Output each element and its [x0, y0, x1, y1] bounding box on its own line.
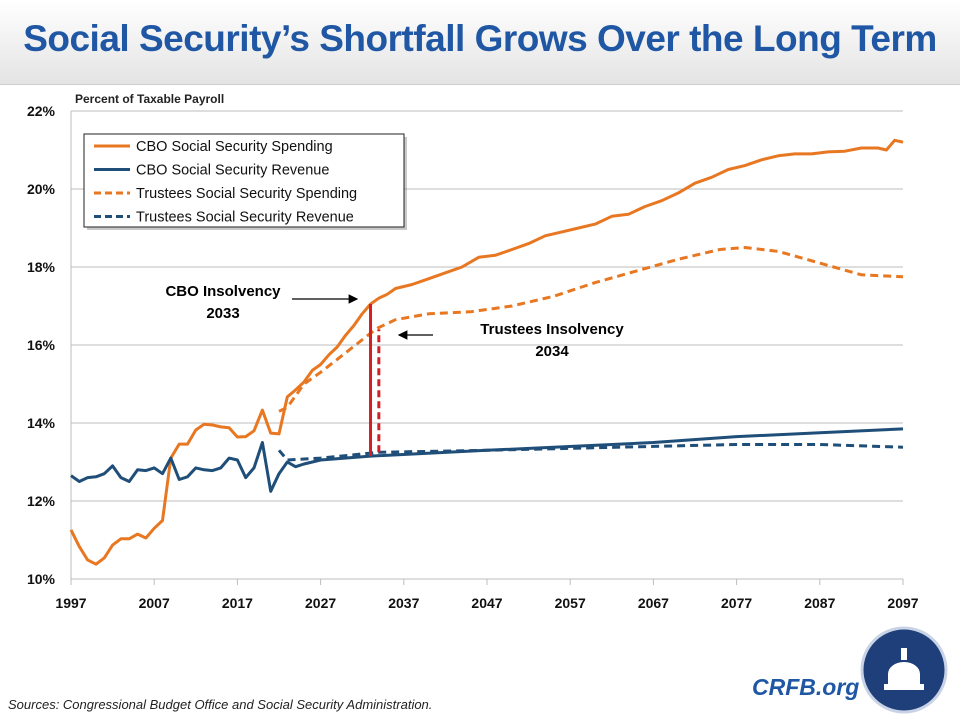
annotation-label: Trustees Insolvency	[480, 321, 624, 338]
series-line-1	[70, 427, 904, 493]
y-tick-label: 20%	[27, 181, 56, 197]
y-tick-label: 12%	[27, 493, 56, 509]
y-tick-label: 16%	[27, 337, 56, 353]
x-tick-label: 2037	[388, 595, 419, 611]
legend-label: Trustees Social Security Spending	[136, 186, 357, 202]
y-tick-label: 18%	[27, 259, 56, 275]
brand-link[interactable]: CRFB.org	[752, 674, 860, 700]
legend-label: Trustees Social Security Revenue	[136, 210, 354, 226]
x-tick-label: 2097	[887, 595, 918, 611]
source-note: Sources: Congressional Budget Office and…	[8, 697, 433, 712]
capitol-dome-icon	[884, 648, 924, 690]
y-tick-label: 14%	[27, 415, 56, 431]
legend-label: CBO Social Security Revenue	[136, 163, 329, 179]
annotation-year: 2034	[535, 343, 569, 360]
y-axis-label: Percent of Taxable Payroll	[75, 92, 224, 106]
legend-label: CBO Social Security Spending	[136, 139, 333, 155]
y-tick-label: 10%	[27, 571, 56, 587]
x-tick-label: 2087	[804, 595, 835, 611]
x-tick-label: 2067	[638, 595, 669, 611]
annotation-year: 2033	[206, 305, 239, 322]
x-tick-label: 2007	[139, 595, 170, 611]
x-tick-label: 2017	[222, 595, 253, 611]
series-line-2	[278, 246, 904, 413]
legend	[83, 133, 405, 228]
x-tick-label: 2057	[555, 595, 586, 611]
annotation-label: CBO Insolvency	[165, 283, 281, 300]
x-tick-label: 2077	[721, 595, 752, 611]
title-bar: Social Security’s Shortfall Grows Over t…	[0, 0, 960, 85]
series-line-3	[277, 443, 904, 462]
x-tick-label: 2027	[305, 595, 336, 611]
x-tick-label: 1997	[55, 595, 86, 611]
y-tick-label: 22%	[27, 103, 56, 119]
x-tick-label: 2047	[471, 595, 502, 611]
page-title: Social Security’s Shortfall Grows Over t…	[23, 18, 937, 59]
